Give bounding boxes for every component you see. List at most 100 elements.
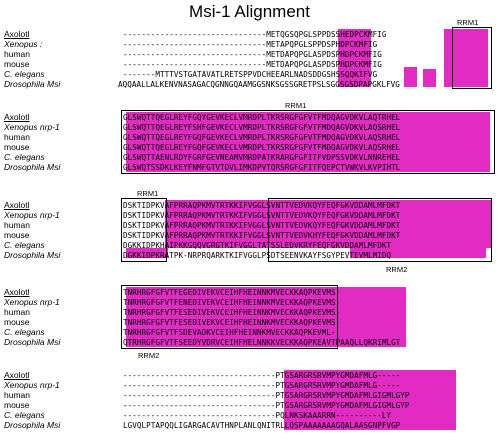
sequence-text: AQQAALLALKENVNASAGACQGNNGQAAMGGSNKSGSSGR…	[118, 80, 400, 89]
sequence-text: GLSWQTTQEGLREYFGQFGEVKECLVMRDPLTKRSRGFGF…	[123, 143, 401, 152]
sequence-row: Axolotl -------------------------------M…	[0, 29, 499, 40]
sequence-text: -------------------------------METDAPQPG…	[123, 60, 382, 69]
sequence-text: DSKTIDPKVAFPRRAQPKMVTRTKKIFVGGLSVNTTVEDV…	[123, 211, 401, 220]
sequence-text: DSKTIDPKVAFPRRAQPKMVTRTKKIFVGGLSVNTTVEDV…	[123, 201, 401, 210]
species-label: Axolotl	[4, 287, 30, 297]
species-label: Xenopus :	[4, 39, 43, 49]
sequence-row: mouse -------------------------------MET…	[0, 59, 499, 70]
sequence-row: Axolotl DSKTIDPKVAFPRRAQPKMVTRTKKIFVGGLS…	[0, 200, 499, 211]
sequence-text: ---------------------------------PQLNKSK…	[123, 411, 392, 420]
highlight-region	[444, 29, 488, 87]
sequence-text: ---------------------------------PTGSARG…	[123, 371, 401, 380]
species-label: mouse	[4, 230, 30, 240]
sequence-row: Xenopus nrp-1 TNRHRGFGFVTFENEDIVEKVCEIHF…	[0, 297, 499, 308]
species-label: Axolotl	[4, 29, 30, 39]
species-label: Xenopus nrp-1	[4, 210, 60, 220]
sequence-row: mouse TNRHRGFGFVTFESEDIVEKVCEIHFHEINNKMV…	[0, 317, 499, 328]
sequence-text: ---------------------------------PTGSARG…	[123, 391, 410, 400]
sequence-row: human -------------------------------MET…	[0, 49, 499, 60]
sequence-row: Axolotl GLSWQTTQEGLREYFGQYGEVKECLVMRDPLT…	[0, 112, 499, 123]
species-label: C. elegans	[4, 327, 45, 337]
rrm-label: RRM2	[386, 265, 408, 274]
sequence-text: GLSWQTTQEGLREYFGQYGEVKECLVMRDPLTKRSRGFGF…	[123, 113, 401, 122]
species-label: human	[4, 307, 30, 317]
highlight-region	[404, 67, 417, 87]
figure-title: Msi-1 Alignment	[189, 2, 310, 21]
sequence-row: Xenopus nrp-1 GLSWQTTQEGLREYFSHFGEVKECLV…	[0, 122, 499, 133]
sequence-text: DSKTIDPKVAFPRRAQPKMVTRTKKIFVGGLSVNTTVEDV…	[123, 221, 401, 230]
highlight-region	[284, 370, 456, 430]
sequence-row: Axolotl --------------------------------…	[0, 370, 499, 381]
sequence-row: C. elegans TNRHRGFGFVTFSDEVADKVCEIHFHEIN…	[0, 327, 499, 338]
sequence-row: human DSKTIDPKVAFPRRAQPKMVTRTKKIFVGGLSVN…	[0, 220, 499, 231]
sequence-row: C. elegans GLSWQTTAENLRDYFGRFGEVNEAMVMRD…	[0, 152, 499, 163]
sequence-text: TNRHRGFGFVTFESEDIVEKVCEIHFHEINNKMVECKKAQ…	[123, 308, 341, 317]
species-label: Drosophila Msi	[4, 420, 61, 430]
species-label: mouse	[4, 317, 30, 327]
species-label: human	[4, 132, 30, 142]
sequence-row: C. elegans -----------------------------…	[0, 410, 499, 421]
species-label: C. elegans	[4, 240, 45, 250]
sequence-text: -------MTTTVSTGATAVATLRETSPPVDCHEEARLNAD…	[123, 70, 378, 79]
species-label: Axolotl	[4, 370, 30, 380]
sequence-row: Xenopus : ------------------------------…	[0, 39, 499, 50]
sequence-row: Drosophila Msi AQQAALLALKENVNASAGACQGNNG…	[0, 79, 499, 90]
highlight-region	[126, 112, 490, 172]
species-label: Xenopus nrp-1	[4, 122, 60, 132]
rrm-box	[268, 198, 492, 262]
species-label: C. elegans	[4, 410, 45, 420]
rrm-label: RRM2	[138, 351, 160, 360]
species-label: Drosophila Msi	[4, 250, 61, 260]
highlight-region	[338, 29, 371, 87]
sequence-text: DGKKIDPKHAIPKKGQQVGRGTKIFVGGLTATSSLEDVKR…	[123, 241, 392, 250]
sequence-text: TNRHRGFGFVTFSDEVADKVCEIHFHEINNKMVECKKAQP…	[123, 328, 336, 337]
sequence-row: Drosophila Msi LGVQLPTAPQQLIGARGACAVTHNP…	[0, 420, 499, 431]
sequence-row: Xenopus nrp-1 DSKTIDPKVAFPRRAQPKMVTRTKKI…	[0, 210, 499, 221]
species-label: Drosophila Msi	[4, 337, 61, 347]
sequence-text: QTRHRGFGFVTFSEEDYVDRVCEIHFHELNNKKVECKKAQ…	[123, 338, 401, 347]
sequence-text: TNRHRGFGFVTFESEDIVEKVCEIHFHEINNKMVECKKAQ…	[123, 318, 341, 327]
rrm-box	[452, 27, 492, 89]
rrm-label: RRM1	[285, 101, 307, 110]
species-label: Xenopus nrp-1	[4, 380, 60, 390]
sequence-text: GLSWQTTAENLRDYFGRFGEVNEAMVMRDPATKRARGFGF…	[123, 153, 401, 162]
species-label: C. elegans	[4, 152, 45, 162]
rrm-label: RRM1	[137, 189, 159, 198]
rrm-box	[121, 110, 495, 174]
species-label: Axolotl	[4, 200, 30, 210]
sequence-text: DSKTIDPKVAFPRRAQPKMVTRTKKIFVGGLSVNTTVEDV…	[123, 231, 401, 240]
sequence-row: Xenopus nrp-1 --------------------------…	[0, 380, 499, 391]
sequence-row: Drosophila Msi GLSWQTSSDKLKEYFNMFGTVTDVL…	[0, 162, 499, 173]
sequence-text: -------------------------------METQGSQPG…	[123, 30, 387, 39]
sequence-row: human GLSWQTTQEGLREYFGQFGEVKECLVMRDPLTKR…	[0, 132, 499, 143]
sequence-text: -------------------------------METDAPQPG…	[123, 50, 382, 59]
highlight-region	[126, 248, 168, 258]
sequence-text: ---------------------------------PTGSARG…	[123, 401, 410, 410]
species-label: mouse	[4, 59, 30, 69]
sequence-row: human ---------------------------------P…	[0, 390, 499, 401]
sequence-row: C. elegans DGKKIDPKHAIPKKGQQVGRGTKIFVGGL…	[0, 240, 499, 251]
sequence-text: ---------------------------------PTGSARG…	[123, 381, 401, 390]
species-label: human	[4, 49, 30, 59]
species-label: human	[4, 220, 30, 230]
highlight-region	[423, 69, 436, 87]
sequence-row: C. elegans -------MTTTVSTGATAVATLRETSPPV…	[0, 69, 499, 80]
highlight-region	[165, 200, 491, 248]
sequence-row: mouse DSKTIDPKVAFPRRAQPKMVTRTKKIFVGGLSVN…	[0, 230, 499, 241]
sequence-text: GLSWQTTQEGLREYFGQFGEVKECLVMRDPLTKRSRGFGF…	[123, 133, 401, 142]
highlight-region	[126, 287, 338, 347]
sequence-row: human TNRHRGFGFVTFESEDIVEKVCEIHFHEINNKMV…	[0, 307, 499, 318]
species-label: Xenopus nrp-1	[4, 297, 60, 307]
sequence-text: DGKKIDPKRATPK-NRPRQARKTKIFVGGLPSDTSEENVK…	[123, 251, 392, 260]
sequence-row: Drosophila Msi QTRHRGFGFVTFSEEDYVDRVCEIH…	[0, 337, 499, 348]
sequence-row: Drosophila Msi DGKKIDPKRATPK-NRPRQARKTKI…	[0, 250, 499, 261]
species-label: Axolotl	[4, 112, 30, 122]
sequence-row: Axolotl TNRHRGFGFVTFEGEDIVEKVCEIHFHEINNK…	[0, 287, 499, 298]
species-label: mouse	[4, 400, 30, 410]
rrm-label: RRM1	[457, 18, 479, 27]
sequence-row: mouse ---------------------------------P…	[0, 400, 499, 411]
species-label: Drosophila Msi	[4, 162, 61, 172]
rrm-box	[121, 198, 167, 262]
sequence-text: TNRHRGFGFVTFEGEDIVEKVCEIHFHEINNKMVECKKAQ…	[123, 288, 341, 297]
highlight-region	[338, 287, 406, 347]
